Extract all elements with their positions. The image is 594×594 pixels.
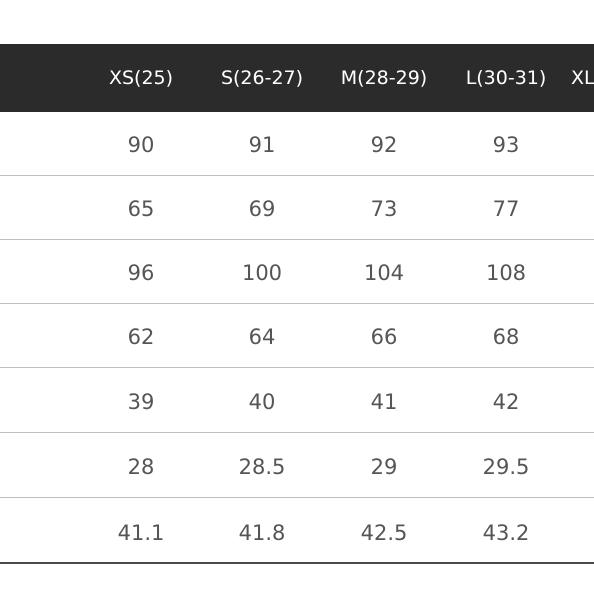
table-cell: 68	[492, 325, 520, 349]
table-row: 96 100 104 108	[0, 240, 594, 304]
table-cell: 42	[492, 390, 520, 414]
table-cell: 43.2	[482, 521, 530, 545]
table-cell: 92	[370, 133, 398, 157]
header-l: L(30-31)	[465, 67, 547, 89]
table-cell: 108	[485, 261, 527, 285]
table-cell: 91	[248, 133, 276, 157]
table-cell: 41.8	[238, 521, 286, 545]
header-xl: XL	[571, 67, 594, 89]
table-row: 65 69 73 77	[0, 176, 594, 240]
header-s: S(26-27)	[220, 67, 304, 89]
table-cell: 29.5	[482, 455, 530, 479]
header-xs: XS(25)	[108, 67, 174, 89]
table-cell: 28.5	[238, 455, 286, 479]
table-cell: 41.1	[117, 521, 165, 545]
table-row: 28 28.5 29 29.5	[0, 434, 594, 498]
table-cell: 77	[492, 197, 520, 221]
table-row: 90 91 92 93	[0, 112, 594, 176]
table-cell: 104	[363, 261, 405, 285]
table-row: 39 40 41 42	[0, 369, 594, 433]
header-m: M(28-29)	[340, 67, 428, 89]
table-cell: 39	[127, 390, 155, 414]
size-chart-table: XS(25) S(26-27) M(28-29) L(30-31) XL 90 …	[0, 44, 594, 567]
table-cell: 40	[248, 390, 276, 414]
table-cell: 28	[127, 455, 155, 479]
table-cell: 29	[370, 455, 398, 479]
table-cell: 96	[127, 261, 155, 285]
table-row: 41.1 41.8 42.5 43.2	[0, 500, 594, 564]
table-cell: 65	[127, 197, 155, 221]
table-cell: 64	[248, 325, 276, 349]
table-cell: 93	[492, 133, 520, 157]
table-cell: 100	[241, 261, 283, 285]
table-row: 62 64 66 68	[0, 304, 594, 368]
table-cell: 66	[370, 325, 398, 349]
table-header-row: XS(25) S(26-27) M(28-29) L(30-31) XL	[0, 44, 594, 112]
table-cell: 62	[127, 325, 155, 349]
table-cell: 69	[248, 197, 276, 221]
table-cell: 73	[370, 197, 398, 221]
table-cell: 41	[370, 390, 398, 414]
table-cell: 90	[127, 133, 155, 157]
table-cell: 42.5	[360, 521, 408, 545]
